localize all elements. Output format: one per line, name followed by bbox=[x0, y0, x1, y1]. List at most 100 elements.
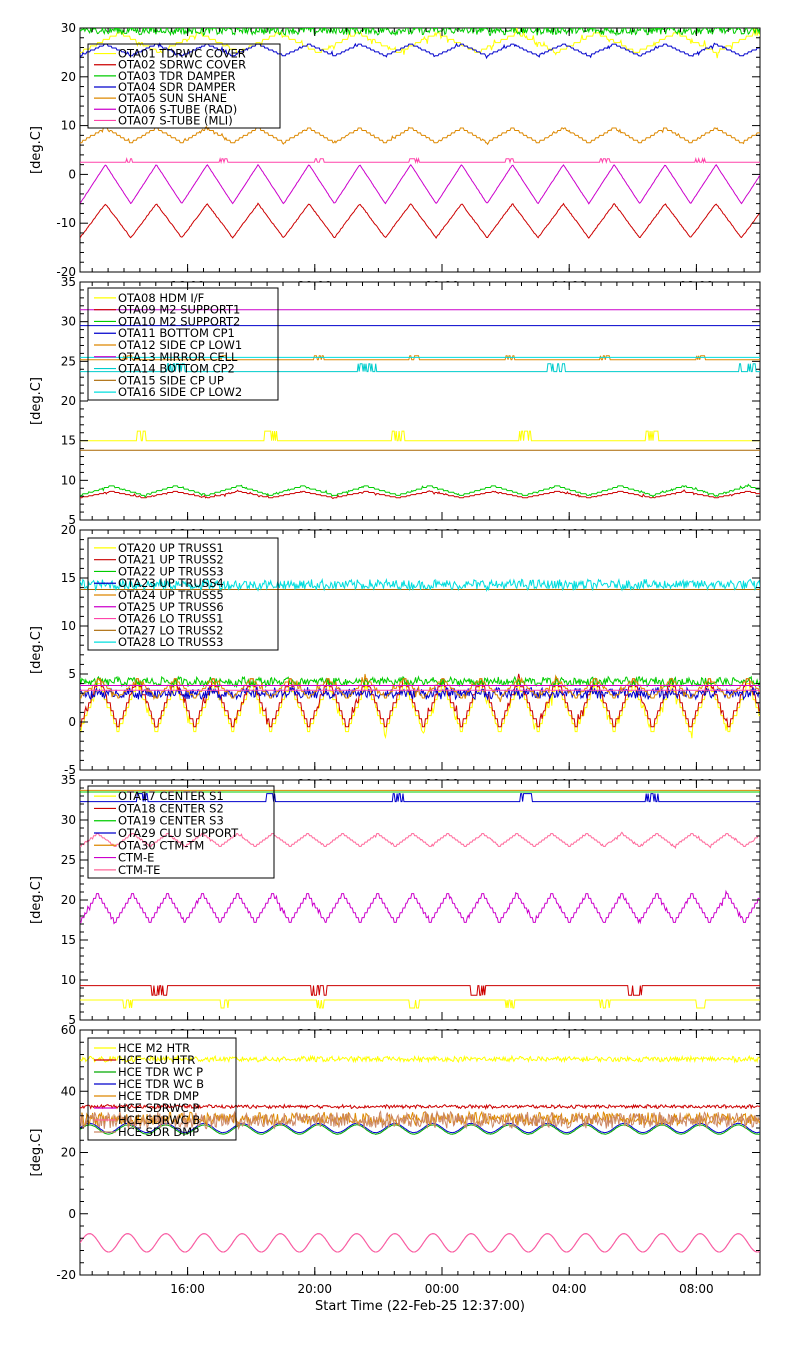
y-tick-label: 0 bbox=[68, 1207, 76, 1221]
y-tick-label: 30 bbox=[61, 21, 76, 35]
legend-label: OTA07 S-TUBE (MLI) bbox=[118, 113, 233, 127]
series-line-4-7 bbox=[80, 831, 760, 850]
legend-label: CTM-TE bbox=[118, 863, 160, 877]
legend-label: HCE CLU HTR bbox=[118, 1053, 195, 1067]
plot-frame bbox=[79, 281, 761, 521]
panel-4: 510152025303516:0020:0000:0004:0008:00[d… bbox=[29, 773, 761, 1041]
legend-label: OTA02 SDRWC COVER bbox=[118, 58, 246, 72]
y-tick-label: -5 bbox=[64, 763, 76, 777]
y-tick-label: 5 bbox=[68, 667, 76, 681]
y-tick-label: -20 bbox=[56, 265, 76, 279]
series-line-3-5 bbox=[80, 673, 760, 703]
series-line-3-3 bbox=[80, 675, 760, 689]
legend-box bbox=[87, 537, 279, 651]
legend-label: OTA16 SIDE CP LOW2 bbox=[118, 385, 242, 399]
series-line-5-4 bbox=[80, 1122, 760, 1134]
legend-label: OTA10 M2 SUPPORT2 bbox=[118, 314, 240, 328]
legend-label: OTA22 UP TRUSS3 bbox=[118, 564, 224, 578]
legend-label: HCE TDR DMP bbox=[118, 1089, 199, 1103]
legend-label: OTA13 MIRROR CELL bbox=[118, 350, 238, 364]
series-line-2-7 bbox=[80, 363, 760, 373]
series-line-2-1 bbox=[80, 430, 760, 442]
panel-2: 510152025303516:0020:0000:0004:0008:00[d… bbox=[29, 275, 761, 541]
legend-label: OTA19 CENTER S3 bbox=[118, 814, 224, 828]
x-tick-label: 04:00 bbox=[552, 1282, 587, 1296]
plot-frame bbox=[79, 27, 761, 273]
series-line-4-6 bbox=[80, 889, 760, 925]
legend-label: OTA08 HDM I/F bbox=[118, 291, 204, 305]
y-tick-label: 15 bbox=[61, 571, 76, 585]
legend-box bbox=[87, 785, 275, 879]
panel-5: -20 0 20 40 60 16:00 20:00 00:00 04:00 08:00 [deg.… bbox=[29, 1023, 761, 1296]
legend-label: OTA24 UP TRUSS5 bbox=[118, 588, 224, 602]
y-tick-label: 20 bbox=[61, 394, 76, 408]
series-line-1-6 bbox=[80, 163, 760, 205]
panel-1: -20-10010203016:0020:0000:0004:0008:00[d… bbox=[29, 21, 761, 293]
legend-label: OTA04 SDR DAMPER bbox=[118, 80, 236, 94]
legend-label: OTA25 UP TRUSS6 bbox=[118, 600, 224, 614]
y-tick-label: -20 bbox=[56, 1268, 76, 1282]
legend-label: OTA03 TDR DAMPER bbox=[118, 69, 236, 83]
y-tick-label: 5 bbox=[68, 1013, 76, 1027]
y-tick-label: 25 bbox=[61, 853, 76, 867]
series-line-5-3 bbox=[80, 1124, 760, 1135]
legend-label: OTA11 BOTTOM CP1 bbox=[118, 326, 235, 340]
x-tick-label: 16:00 bbox=[170, 1282, 205, 1296]
y-tick-label: 60 bbox=[61, 1023, 76, 1037]
legend-label: OTA29 CLU SUPPORT bbox=[118, 826, 239, 840]
y-tick-label: 20 bbox=[61, 893, 76, 907]
y-tick-label: 0 bbox=[68, 715, 76, 729]
y-tick-label: 15 bbox=[61, 434, 76, 448]
series-line-1-1 bbox=[80, 28, 760, 59]
legend-label: OTA30 CTM-TM bbox=[118, 838, 204, 852]
y-tick-label: -10 bbox=[56, 216, 76, 230]
series-line-1-4 bbox=[80, 42, 760, 60]
legend-label: OTA20 UP TRUSS1 bbox=[118, 541, 224, 555]
y-axis-label: [deg.C] bbox=[29, 626, 44, 674]
series-line-2-2 bbox=[80, 489, 760, 500]
legend-label: HCE SDRWC B bbox=[118, 1113, 200, 1127]
y-tick-label: 15 bbox=[61, 933, 76, 947]
y-axis-label: [deg.C] bbox=[29, 1129, 44, 1177]
legend-label: OTA28 LO TRUSS3 bbox=[118, 635, 223, 649]
y-axis-label: [deg.C] bbox=[29, 876, 44, 924]
y-tick-label: 10 bbox=[61, 119, 76, 133]
legend-label: HCE TDR WC P bbox=[118, 1065, 203, 1079]
series-line-5-2 bbox=[80, 1103, 760, 1111]
plot-frame bbox=[79, 779, 761, 1021]
y-tick-label: 25 bbox=[61, 354, 76, 368]
legend-label: OTA18 CENTER S2 bbox=[118, 801, 224, 815]
legend-label: OTA06 S-TUBE (RAD) bbox=[118, 102, 237, 116]
x-tick-label: 00:00 bbox=[425, 1282, 460, 1296]
legend-label: OTA21 UP TRUSS2 bbox=[118, 553, 224, 567]
legend-label: HCE TDR WC B bbox=[118, 1077, 204, 1091]
legend-label: CTM-E bbox=[118, 851, 154, 865]
legend-box bbox=[87, 43, 281, 129]
legend-label: OTA09 M2 SUPPORT1 bbox=[118, 303, 240, 317]
y-tick-label: 35 bbox=[61, 773, 76, 787]
series-line-5-1 bbox=[80, 1054, 760, 1064]
series-line-3-9 bbox=[80, 577, 760, 593]
series-line-2-3 bbox=[80, 483, 760, 498]
y-tick-label: 10 bbox=[61, 619, 76, 633]
series-line-1-5 bbox=[80, 125, 760, 146]
series-line-2-5 bbox=[80, 355, 760, 361]
x-tick-label: 08:00 bbox=[679, 1282, 714, 1296]
legend-label: OTA15 SIDE CP UP bbox=[118, 373, 224, 387]
series-line-1-7 bbox=[80, 156, 760, 165]
series-line-5-7 bbox=[80, 1233, 760, 1253]
series-line-3-1 bbox=[80, 681, 760, 740]
y-tick-label: 35 bbox=[61, 275, 76, 289]
series-line-5-8 bbox=[80, 1110, 760, 1131]
x-tick-label: 20:00 bbox=[297, 1282, 332, 1296]
y-tick-label: 40 bbox=[61, 1084, 76, 1098]
legend-label: HCE SDR DMP bbox=[118, 1125, 199, 1139]
legend-label: OTA14 BOTTOM CP2 bbox=[118, 362, 235, 376]
series-line-4-2 bbox=[80, 985, 760, 996]
